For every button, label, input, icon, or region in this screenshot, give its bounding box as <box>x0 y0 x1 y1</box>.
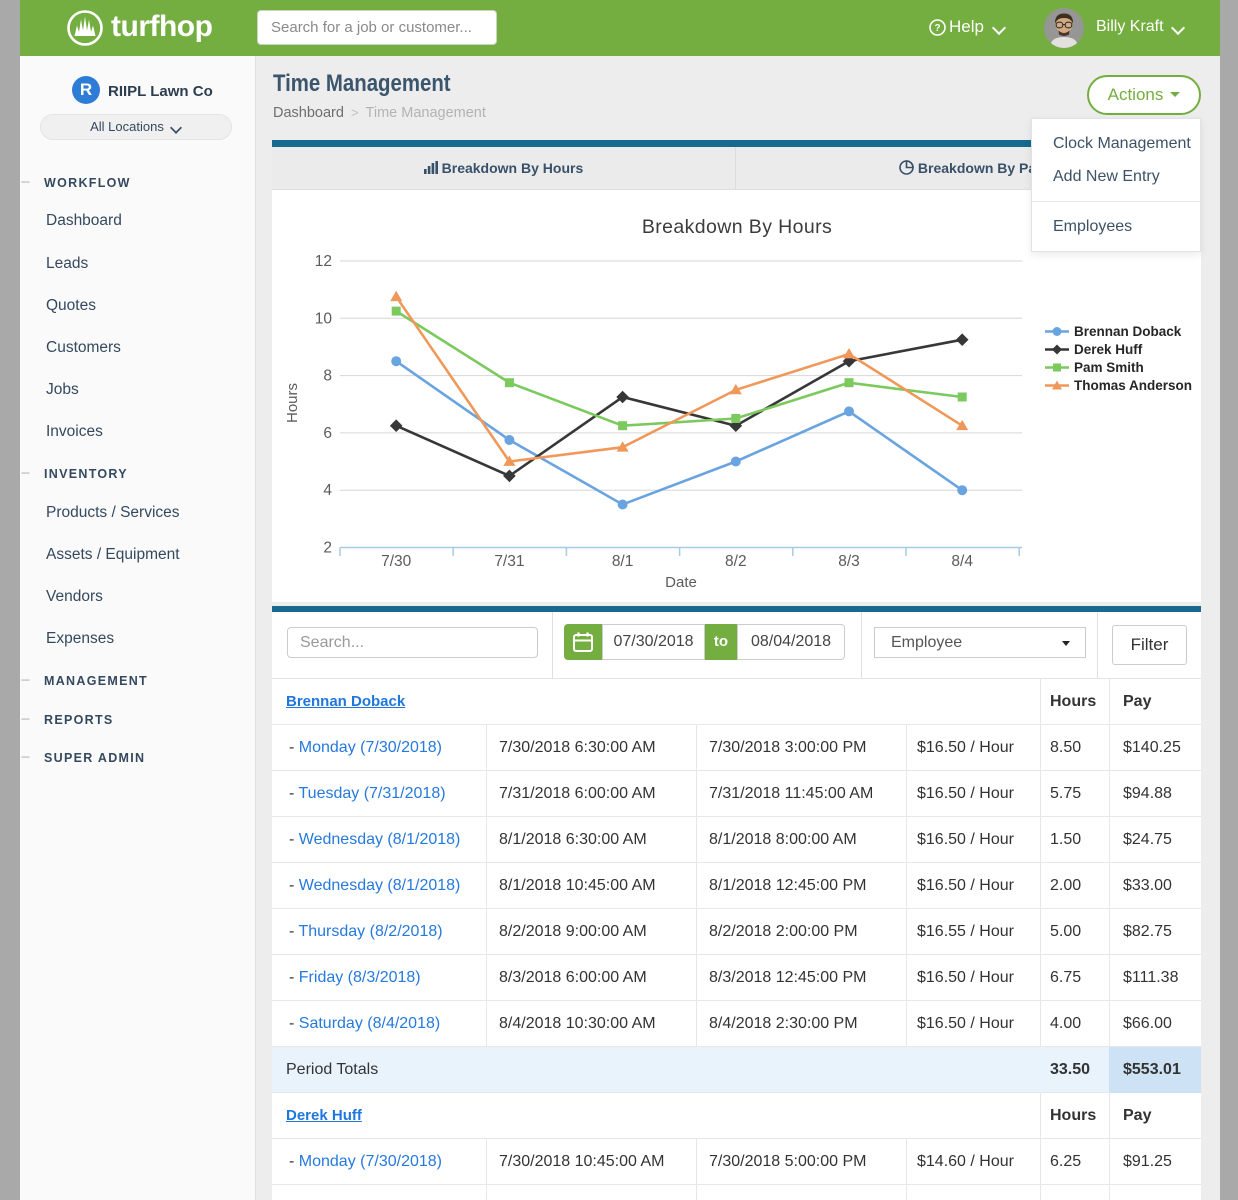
svg-text:8/4: 8/4 <box>951 553 973 570</box>
svg-text:7/31: 7/31 <box>494 553 524 570</box>
svg-text:Breakdown By Hours: Breakdown By Hours <box>642 216 832 238</box>
svg-text:8/3: 8/3 <box>838 553 860 570</box>
svg-text:12: 12 <box>315 253 332 270</box>
svg-text:Pam Smith: Pam Smith <box>1074 360 1144 375</box>
svg-text:Derek Huff: Derek Huff <box>1074 342 1143 357</box>
svg-text:4: 4 <box>323 482 332 499</box>
svg-text:6: 6 <box>323 425 332 442</box>
svg-text:Thomas Anderson: Thomas Anderson <box>1074 378 1192 393</box>
svg-text:10: 10 <box>315 310 333 327</box>
svg-text:?: ? <box>934 23 940 34</box>
svg-text:2: 2 <box>323 540 332 557</box>
svg-text:8/1: 8/1 <box>612 553 634 570</box>
svg-text:Hours: Hours <box>284 383 301 423</box>
svg-text:8/2: 8/2 <box>725 553 747 570</box>
svg-text:8: 8 <box>323 368 332 385</box>
svg-text:Brennan Doback: Brennan Doback <box>1074 324 1182 339</box>
svg-text:Date: Date <box>665 574 697 591</box>
svg-text:7/30: 7/30 <box>381 553 412 570</box>
